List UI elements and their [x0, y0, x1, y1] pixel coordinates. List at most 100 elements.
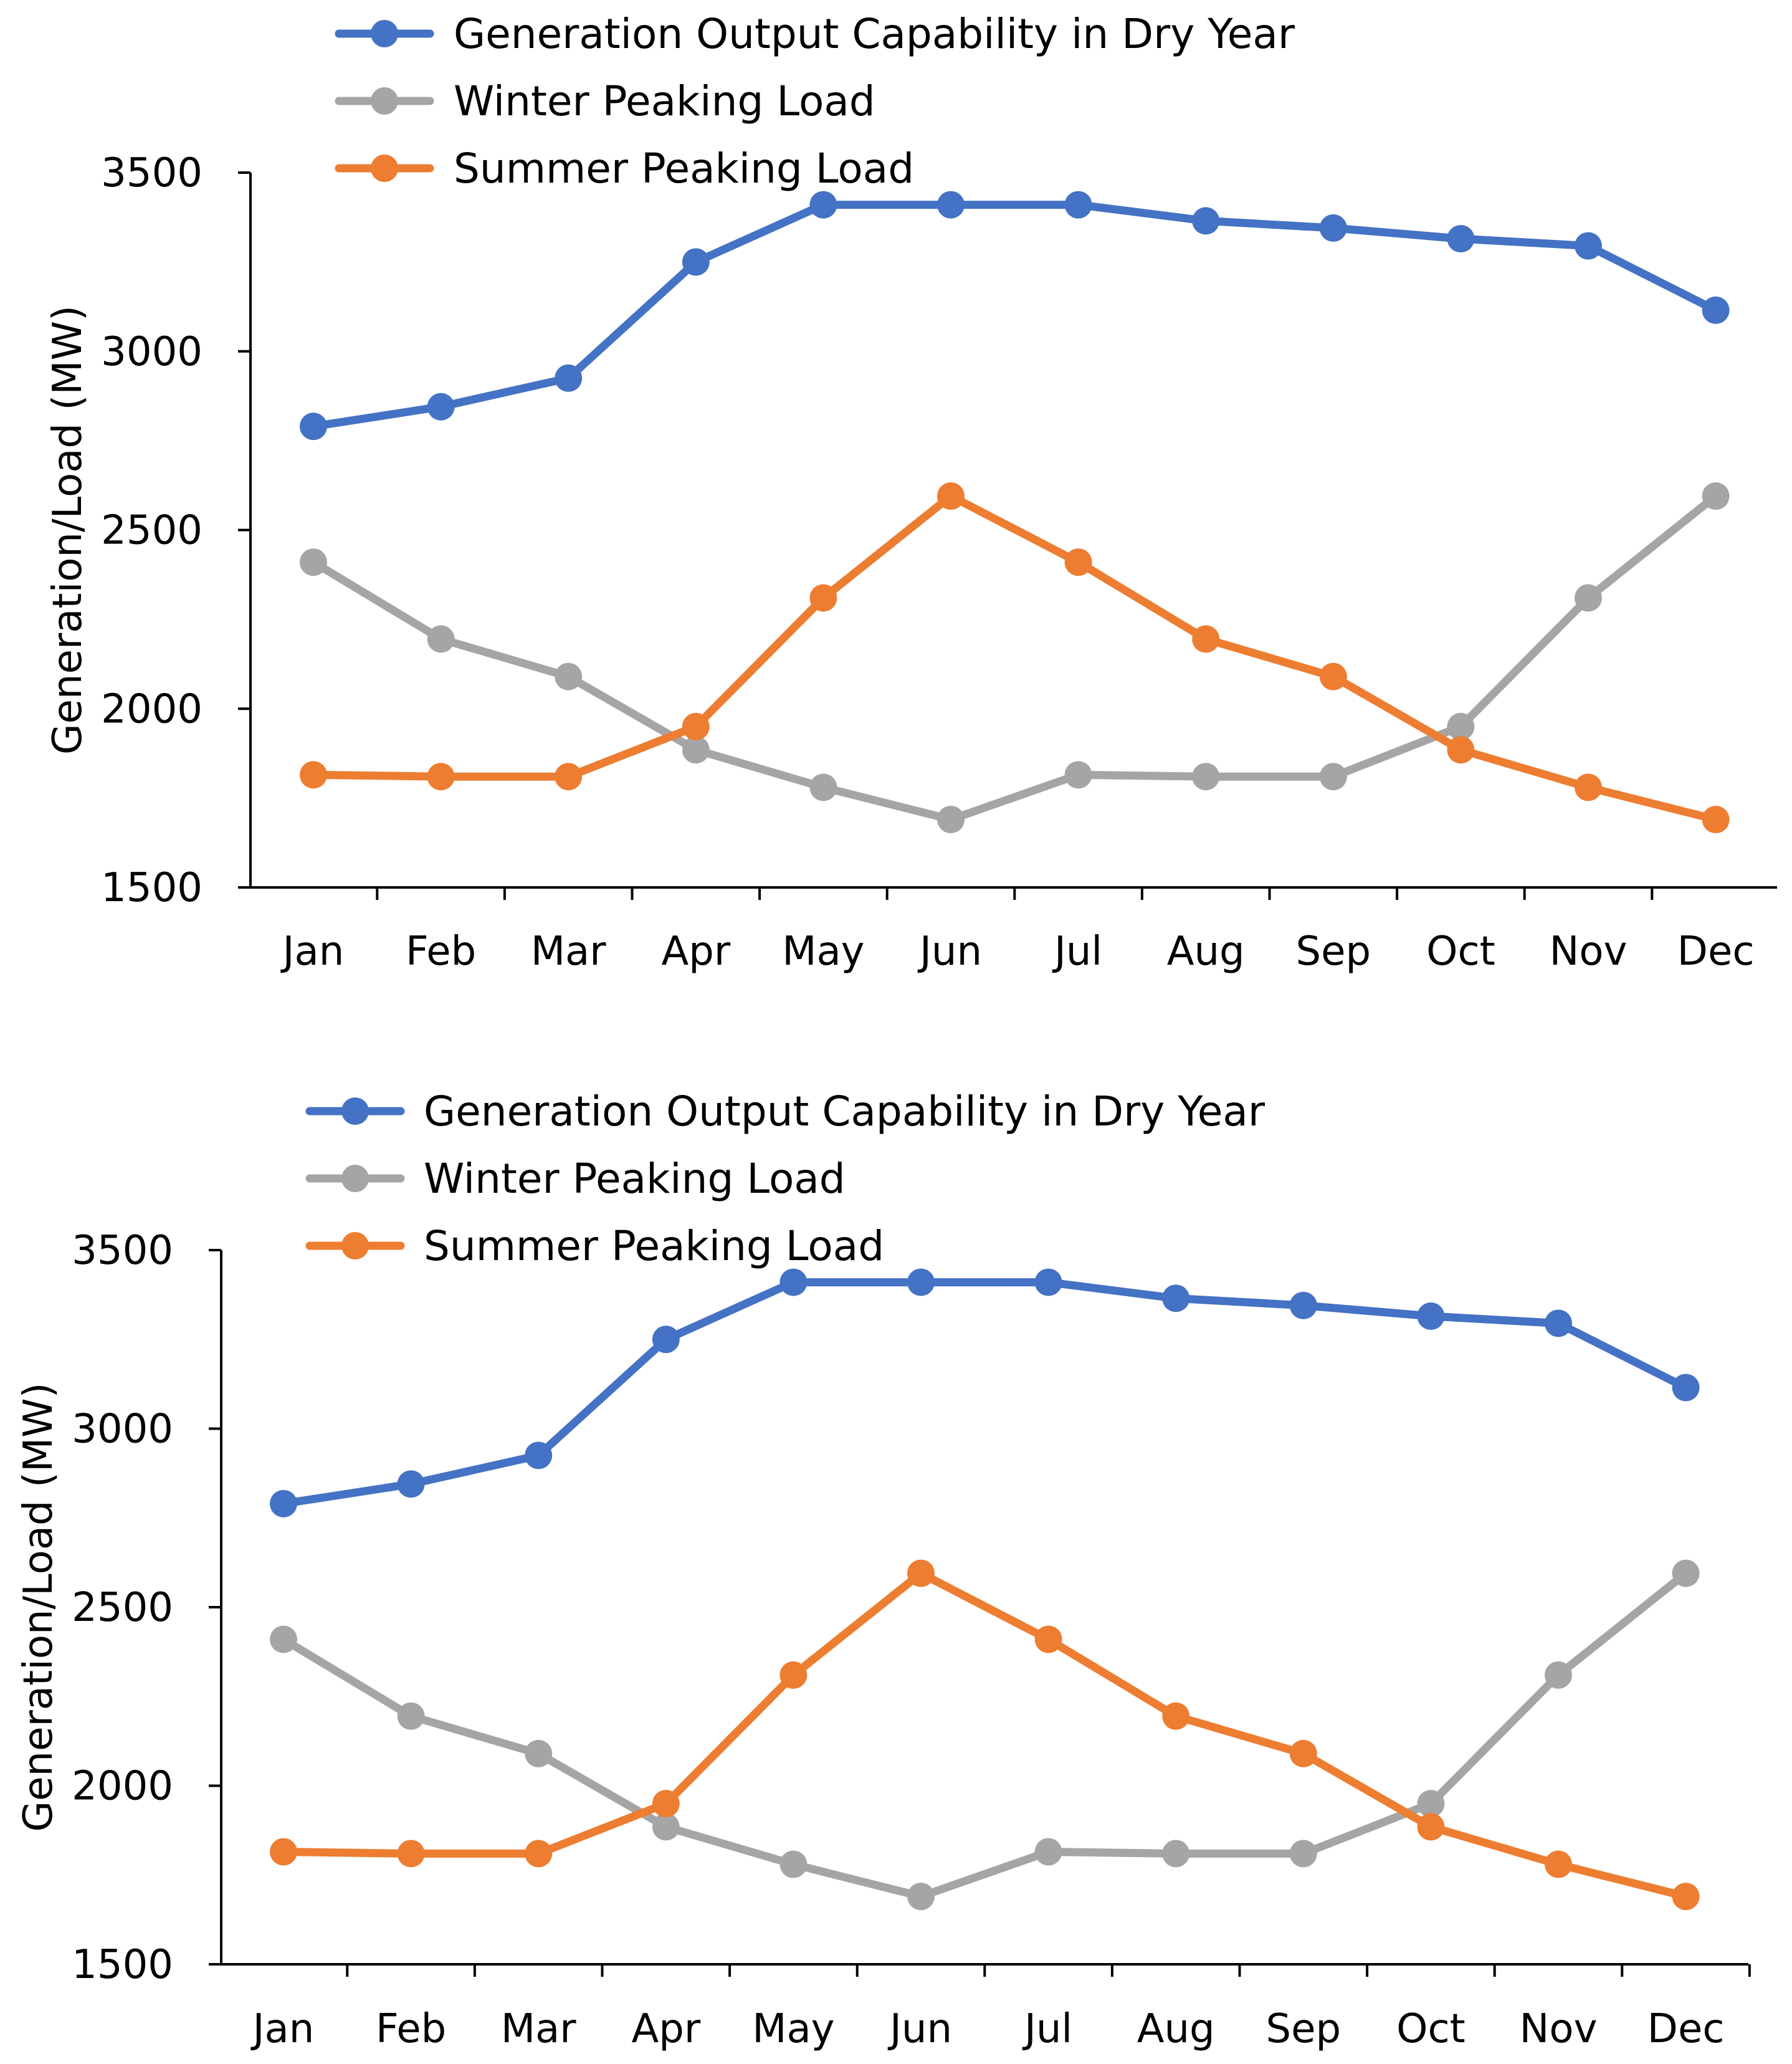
data-point-generation-output-capability-in-dry-year-aug — [1162, 1284, 1190, 1312]
data-point-summer-peaking-load-may — [779, 1661, 808, 1689]
y-tick-label: 3500 — [72, 1228, 173, 1274]
data-point-summer-peaking-load-jul — [1064, 548, 1092, 576]
y-tick-label: 1500 — [72, 1942, 173, 1988]
data-point-summer-peaking-load-mar — [555, 763, 583, 791]
legend-marker-generation-output-capability-in-dry-year — [371, 20, 398, 47]
x-tick-label-jan: Jan — [280, 929, 345, 975]
chart-bottom: 1500 2000 2500 3000 3500 Jan Feb Mar Apr May Jun Ju… — [16, 1087, 1751, 2052]
data-point-generation-output-capability-in-dry-year-sep — [1289, 1291, 1317, 1319]
x-tick-label-may: May — [752, 2006, 834, 2052]
data-point-generation-output-capability-in-dry-year-mar — [555, 364, 583, 392]
legend-label-summer-peaking-load: Summer Peaking Load — [424, 1222, 884, 1270]
data-point-generation-output-capability-in-dry-year-nov — [1575, 232, 1602, 260]
x-tick-label-aug: Aug — [1167, 929, 1245, 975]
data-point-winter-peaking-load-nov — [1575, 584, 1602, 612]
data-point-summer-peaking-load-jul — [1034, 1625, 1062, 1653]
data-point-generation-output-capability-in-dry-year-jun — [907, 1268, 935, 1296]
x-tick-label-feb: Feb — [376, 2006, 446, 2052]
data-point-winter-peaking-load-apr — [652, 1813, 680, 1841]
data-point-summer-peaking-load-oct — [1417, 1813, 1445, 1841]
data-point-summer-peaking-load-mar — [525, 1840, 553, 1868]
data-point-winter-peaking-load-jul — [1034, 1838, 1062, 1866]
legend-marker-winter-peaking-load — [371, 87, 398, 115]
x-tick-label-mar: Mar — [501, 2006, 576, 2052]
data-point-generation-output-capability-in-dry-year-oct — [1417, 1302, 1445, 1331]
x-tick-label-oct: Oct — [1426, 929, 1495, 975]
y-tick-label: 2500 — [72, 1585, 173, 1631]
data-point-generation-output-capability-in-dry-year-feb — [427, 393, 455, 421]
x-tick-label-aug: Aug — [1137, 2006, 1215, 2052]
data-point-summer-peaking-load-sep — [1319, 662, 1347, 690]
y-tick-label: 2000 — [72, 1764, 173, 1810]
x-tick-label-mar: Mar — [531, 929, 606, 975]
x-tick-label-apr: Apr — [661, 929, 730, 975]
data-point-winter-peaking-load-nov — [1545, 1661, 1572, 1689]
data-point-winter-peaking-load-feb — [427, 625, 455, 653]
data-point-generation-output-capability-in-dry-year-jul — [1034, 1268, 1062, 1296]
data-point-summer-peaking-load-oct — [1447, 736, 1475, 764]
data-point-generation-output-capability-in-dry-year-nov — [1545, 1309, 1572, 1337]
legend-label-summer-peaking-load: Summer Peaking Load — [454, 145, 914, 193]
data-point-winter-peaking-load-mar — [525, 1739, 553, 1767]
data-point-winter-peaking-load-may — [779, 1850, 808, 1878]
x-tick-label-jul: Jul — [1022, 2006, 1072, 2052]
data-point-winter-peaking-load-feb — [397, 1702, 425, 1730]
data-point-generation-output-capability-in-dry-year-apr — [682, 248, 710, 276]
x-tick-label-apr: Apr — [631, 2006, 700, 2052]
series-line-winter-peaking-load — [279, 1569, 1690, 1901]
x-tick-label-nov: Nov — [1520, 2006, 1598, 2052]
data-point-winter-peaking-load-jan — [300, 548, 327, 576]
x-tick-label-feb: Feb — [406, 929, 476, 975]
data-point-winter-peaking-load-jun — [907, 1883, 935, 1911]
data-point-winter-peaking-load-jun — [937, 806, 965, 834]
series-line-generation-output-capability-in-dry-year — [279, 1278, 1690, 1508]
data-point-summer-peaking-load-dec — [1672, 1883, 1700, 1911]
series-line-summer-peaking-load — [309, 492, 1720, 824]
data-point-winter-peaking-load-aug — [1162, 1840, 1190, 1868]
x-tick-label-dec: Dec — [1647, 2006, 1725, 2052]
chart-top: 1500 2000 2500 3000 3500 Jan Feb Mar Apr May Jun Ju… — [45, 10, 1777, 975]
data-point-summer-peaking-load-apr — [652, 1790, 680, 1818]
series-line-generation-output-capability-in-dry-year — [309, 201, 1720, 431]
data-point-generation-output-capability-in-dry-year-jan — [270, 1489, 297, 1517]
data-point-winter-peaking-load-aug — [1192, 763, 1220, 791]
x-tick-label-nov: Nov — [1550, 929, 1628, 975]
legend-marker-winter-peaking-load — [341, 1165, 369, 1192]
x-tick-label-dec: Dec — [1677, 929, 1755, 975]
data-point-generation-output-capability-in-dry-year-oct — [1447, 225, 1475, 253]
legend-marker-summer-peaking-load — [341, 1232, 369, 1259]
legend-marker-summer-peaking-load — [371, 155, 398, 182]
x-tick-label-jul: Jul — [1052, 929, 1102, 975]
data-point-winter-peaking-load-jan — [270, 1625, 297, 1653]
data-point-generation-output-capability-in-dry-year-jul — [1064, 191, 1092, 219]
y-tick-label: 3000 — [101, 329, 203, 375]
x-tick-label-jan: Jan — [250, 2006, 315, 2052]
y-axis-title: Generation/Load (MW) — [16, 1383, 62, 1832]
data-point-summer-peaking-load-jun — [937, 482, 965, 510]
x-tick-label-jun: Jun — [917, 929, 982, 975]
data-point-winter-peaking-load-sep — [1289, 1840, 1317, 1868]
x-tick-label-sep: Sep — [1265, 2006, 1341, 2052]
data-point-summer-peaking-load-may — [809, 584, 837, 612]
data-point-generation-output-capability-in-dry-year-dec — [1702, 296, 1730, 324]
data-point-summer-peaking-load-dec — [1702, 806, 1730, 834]
data-point-generation-output-capability-in-dry-year-may — [809, 191, 837, 219]
data-point-summer-peaking-load-nov — [1545, 1850, 1572, 1878]
data-point-winter-peaking-load-oct — [1447, 712, 1475, 740]
data-point-generation-output-capability-in-dry-year-dec — [1672, 1374, 1700, 1402]
data-point-generation-output-capability-in-dry-year-jun — [937, 191, 965, 219]
data-point-generation-output-capability-in-dry-year-feb — [397, 1470, 425, 1498]
legend-label-winter-peaking-load: Winter Peaking Load — [424, 1155, 846, 1203]
data-point-summer-peaking-load-jun — [907, 1559, 935, 1587]
legend-marker-generation-output-capability-in-dry-year — [341, 1097, 369, 1125]
data-point-summer-peaking-load-aug — [1162, 1702, 1190, 1730]
y-tick-label: 2000 — [101, 686, 203, 732]
y-tick-label: 2500 — [101, 508, 203, 554]
data-point-generation-output-capability-in-dry-year-apr — [652, 1326, 680, 1354]
data-point-summer-peaking-load-nov — [1575, 773, 1602, 801]
data-point-summer-peaking-load-feb — [397, 1840, 425, 1868]
data-point-generation-output-capability-in-dry-year-may — [779, 1268, 808, 1296]
x-tick-label-oct: Oct — [1396, 2006, 1466, 2052]
data-point-winter-peaking-load-oct — [1417, 1790, 1445, 1818]
